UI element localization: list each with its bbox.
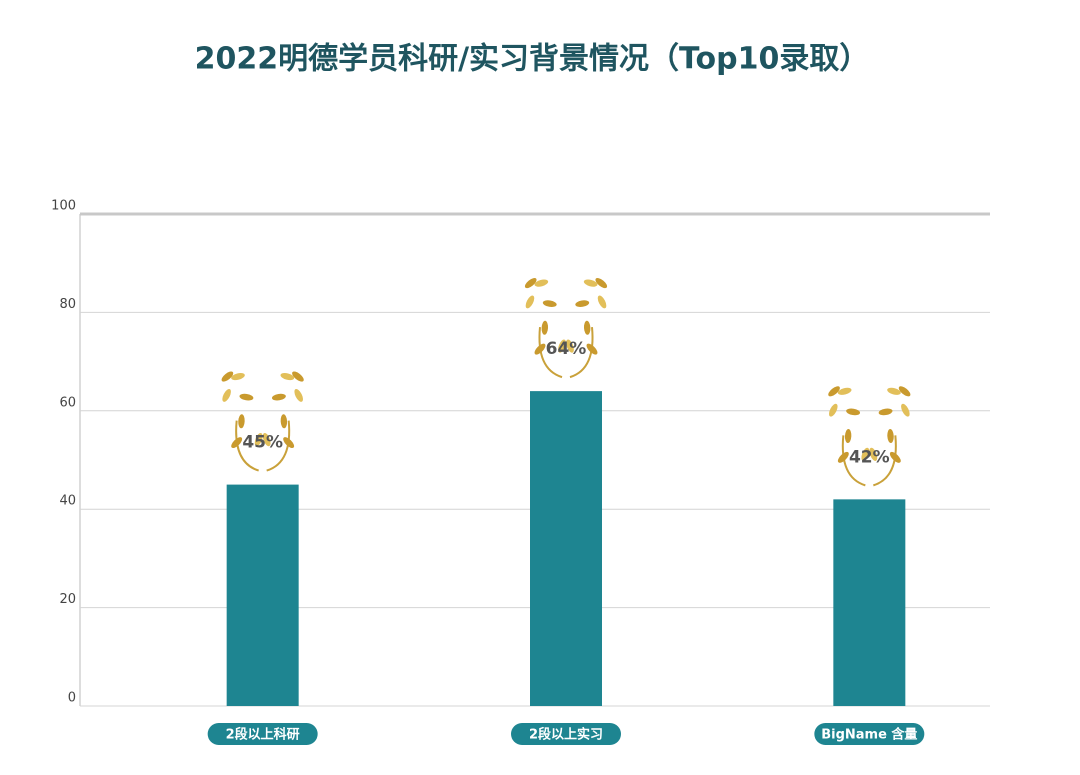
laurel-leaf [837,387,852,395]
category-pill [207,723,318,745]
laurel-leaf [221,371,234,382]
laurel-branch [569,327,594,379]
laurel-branch [538,327,563,379]
laurel-leaf [271,393,286,401]
laurel-wreath [221,371,304,472]
laurel-leaf [597,295,607,309]
laurel-leaf [887,387,901,395]
laurel-leaf [294,389,303,402]
laurel-leaf [231,437,243,449]
laurel-leaf [829,403,838,417]
x-tick-label: 2段以上科研 [226,727,300,743]
bar [833,499,906,706]
laurel-leaf [828,386,840,397]
laurel-wreath [524,278,608,379]
laurel-leaf [238,414,245,429]
x-tick-label: 2段以上实习 [529,727,603,743]
category-pill [814,723,925,745]
y-tick-label: 20 [59,592,76,607]
laurel-leaf [239,393,254,401]
laurel-leaf [283,437,295,449]
laurel-leaf [586,343,598,355]
laurel-leaf [889,451,901,463]
laurel-branch [841,435,866,487]
laurel-leaf [541,320,549,335]
value-label: 64% [546,339,587,359]
laurel-leaf [254,432,263,447]
y-tick-label: 100 [51,199,76,214]
bar [530,391,602,706]
laurel-wreath [828,386,911,487]
laurel-leaf [837,451,849,463]
laurel-leaf [861,447,870,461]
y-tick-label: 40 [59,494,76,509]
chart-title: 2022明德学员科研/实习背景情况（Top10录取） [195,42,870,77]
laurel-leaf [595,278,608,289]
laurel-leaf [844,429,852,444]
laurel-branch [235,420,259,472]
y-tick-label: 80 [59,297,76,312]
laurel-leaf [280,373,295,381]
category-pill [511,723,621,745]
laurel-leaf [231,373,245,381]
laurel-leaf [846,408,861,416]
value-label: 45% [242,433,283,453]
laurel-leaf [901,403,910,417]
laurel-leaf [575,300,590,307]
laurel-leaf [583,279,598,287]
laurel-branch [266,420,291,472]
laurel-leaf [534,343,546,355]
laurel-leaf [869,447,878,461]
laurel-leaf [525,295,535,309]
laurel-leaf [887,429,894,444]
laurel-leaf [222,389,231,402]
laurel-leaf [534,279,549,287]
laurel-leaf [566,339,574,353]
laurel-leaf [542,300,557,307]
laurel-branch [873,435,897,487]
value-label: 42% [849,447,890,467]
laurel-leaf [292,371,304,382]
laurel-leaf [583,320,591,335]
laurel-leaf [878,408,893,416]
laurel-leaf [898,386,911,397]
y-tick-label: 0 [68,691,76,706]
laurel-leaf [558,339,566,353]
bar [226,484,299,706]
laurel-leaf [280,414,288,429]
x-tick-label: BigName 含量 [821,727,917,743]
laurel-leaf [262,432,271,447]
laurel-leaf [524,278,537,289]
y-tick-label: 60 [59,395,76,410]
